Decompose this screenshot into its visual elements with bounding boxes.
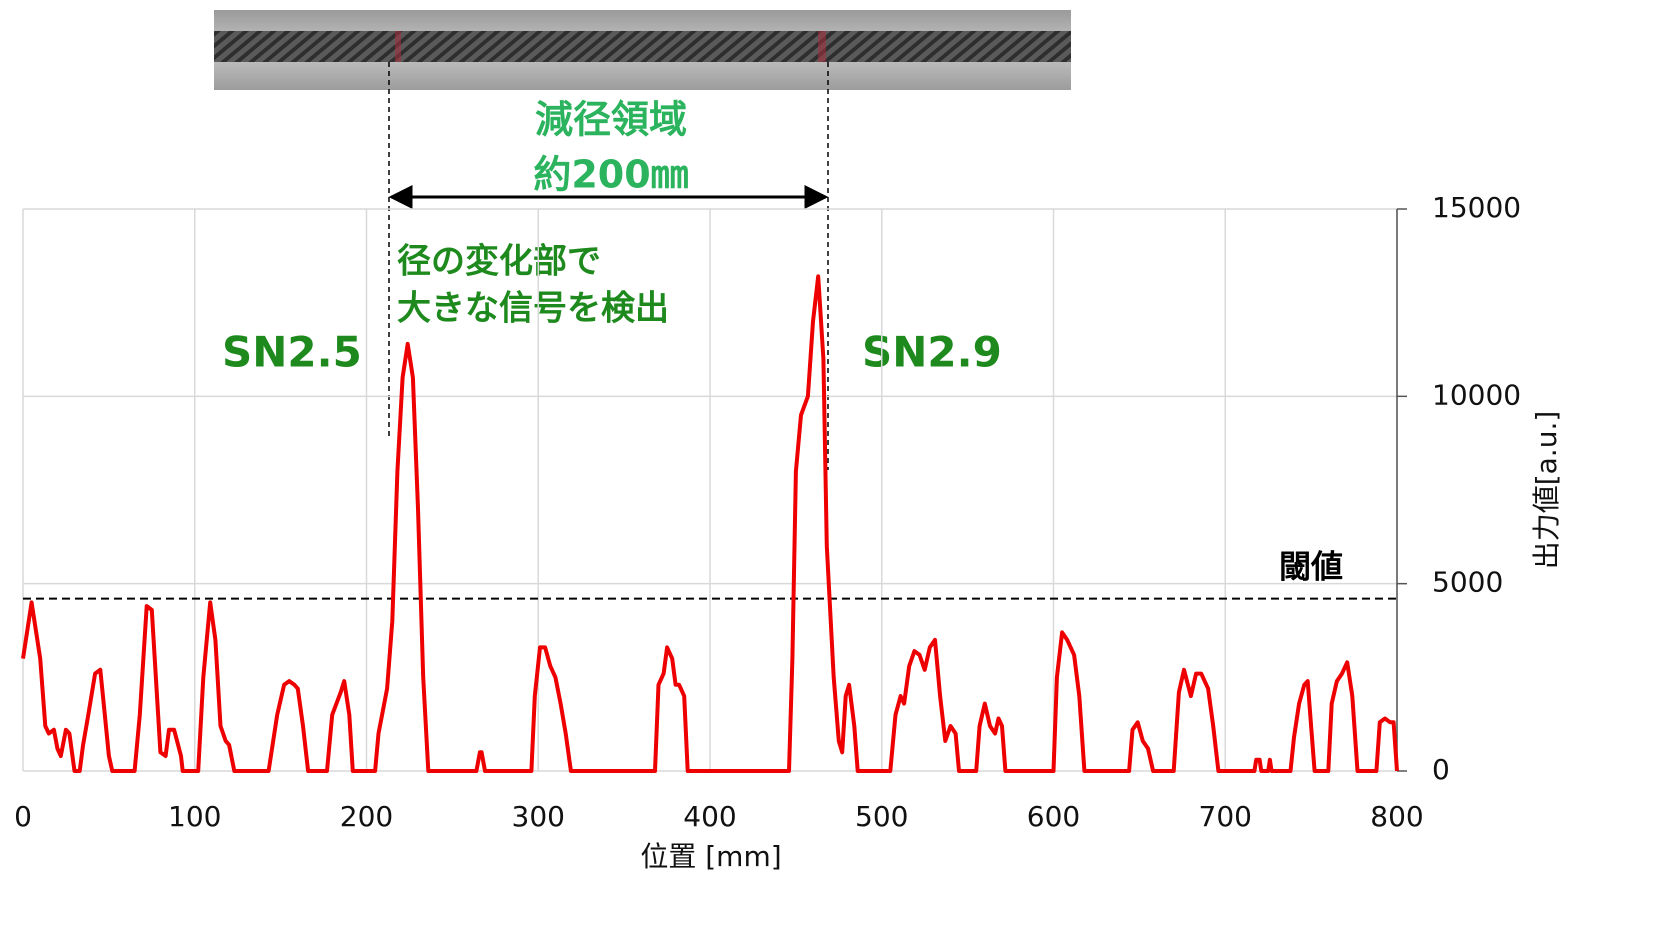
- x-tick-label: 600: [1027, 800, 1080, 833]
- y-tick-label: 5000: [1432, 566, 1503, 599]
- x-tick-label: 200: [340, 800, 393, 833]
- y-tick-label: 0: [1432, 753, 1450, 786]
- x-tick-label: 0: [14, 800, 32, 833]
- x-tick-label: 800: [1370, 800, 1423, 833]
- region-length: 約200㎜: [533, 153, 688, 197]
- y-axis-title: 出力値[a.u.]: [1530, 411, 1563, 570]
- sn-label: SN2.5: [222, 328, 362, 377]
- x-tick-label: 300: [512, 800, 565, 833]
- sn-label: SN2.9: [862, 328, 1002, 377]
- x-tick-label: 500: [855, 800, 908, 833]
- note: 径の変化部で: [397, 242, 601, 282]
- threshold-label: 閾値: [1279, 548, 1343, 586]
- y-tick-label: 10000: [1432, 378, 1521, 411]
- x-axis-title: 位置 [mm]: [640, 840, 781, 873]
- rope-photo: [214, 10, 1071, 90]
- x-tick-label: 700: [1199, 800, 1252, 833]
- x-tick-label: 400: [683, 800, 736, 833]
- region-title: 減径領域: [535, 98, 687, 142]
- x-tick-label: 100: [168, 800, 221, 833]
- note: 大きな信号を検出: [397, 289, 669, 329]
- y-tick-label: 15000: [1432, 191, 1521, 224]
- chart: 減径領域 約200㎜ 径の変化部で 大きな信号を検出 SN2.5 SN2.9 位…: [0, 0, 1660, 926]
